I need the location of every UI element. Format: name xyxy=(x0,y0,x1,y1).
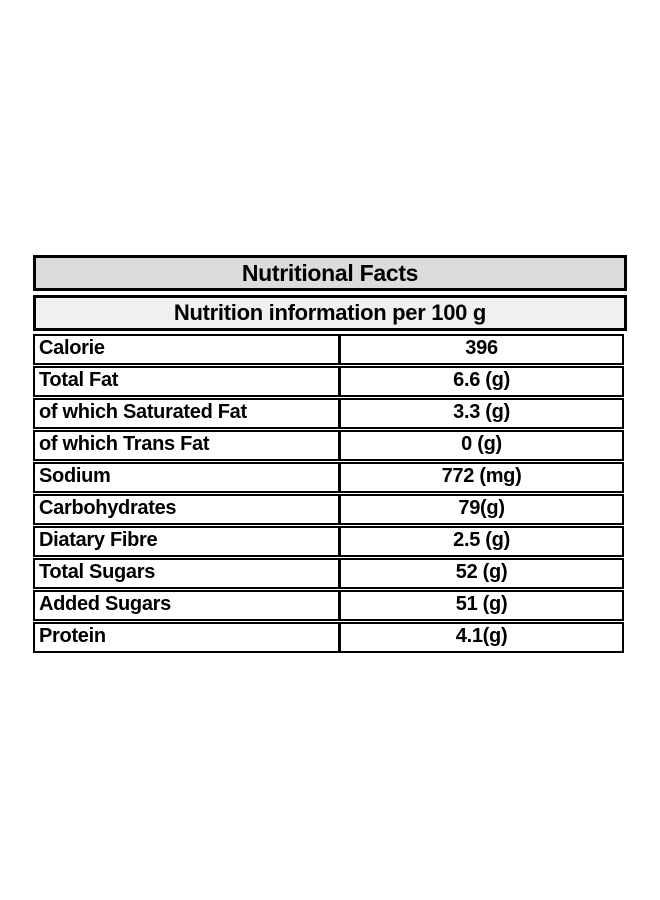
nutrition-table-subtitle: Nutrition information per 100 g xyxy=(33,295,627,331)
table-row: Added Sugars 51 (g) xyxy=(33,590,627,621)
nutrient-label: Total Fat xyxy=(33,366,341,397)
nutrient-label: Diatary Fibre xyxy=(33,526,341,557)
table-row: of which Saturated Fat 3.3 (g) xyxy=(33,398,627,429)
nutrient-label: Added Sugars xyxy=(33,590,341,621)
nutrient-value: 772 (mg) xyxy=(337,462,625,493)
nutrient-label: Carbohydrates xyxy=(33,494,341,525)
nutrient-value: 3.3 (g) xyxy=(337,398,625,429)
nutrient-value: 6.6 (g) xyxy=(337,366,625,397)
nutrient-label: of which Saturated Fat xyxy=(33,398,341,429)
nutrient-value: 0 (g) xyxy=(337,430,625,461)
nutrient-value: 51 (g) xyxy=(337,590,625,621)
nutrition-table-title: Nutritional Facts xyxy=(33,255,627,291)
nutrient-label: Protein xyxy=(33,622,341,653)
table-row: Protein 4.1(g) xyxy=(33,622,627,653)
nutrient-label: Sodium xyxy=(33,462,341,493)
nutrient-value: 2.5 (g) xyxy=(337,526,625,557)
table-row: of which Trans Fat 0 (g) xyxy=(33,430,627,461)
table-row: Carbohydrates 79(g) xyxy=(33,494,627,525)
table-row: Total Fat 6.6 (g) xyxy=(33,366,627,397)
nutrient-label: Calorie xyxy=(33,334,341,365)
table-row: Calorie 396 xyxy=(33,334,627,365)
nutrient-value: 396 xyxy=(337,334,625,365)
nutrient-value: 79(g) xyxy=(337,494,625,525)
nutrient-label: of which Trans Fat xyxy=(33,430,341,461)
table-row: Diatary Fibre 2.5 (g) xyxy=(33,526,627,557)
nutrition-facts-table: Nutritional Facts Nutrition information … xyxy=(33,255,627,654)
nutrient-value: 4.1(g) xyxy=(337,622,625,653)
table-row: Total Sugars 52 (g) xyxy=(33,558,627,589)
nutrition-rows: Calorie 396 Total Fat 6.6 (g) of which S… xyxy=(33,334,627,653)
nutrient-label: Total Sugars xyxy=(33,558,341,589)
nutrient-value: 52 (g) xyxy=(337,558,625,589)
table-row: Sodium 772 (mg) xyxy=(33,462,627,493)
